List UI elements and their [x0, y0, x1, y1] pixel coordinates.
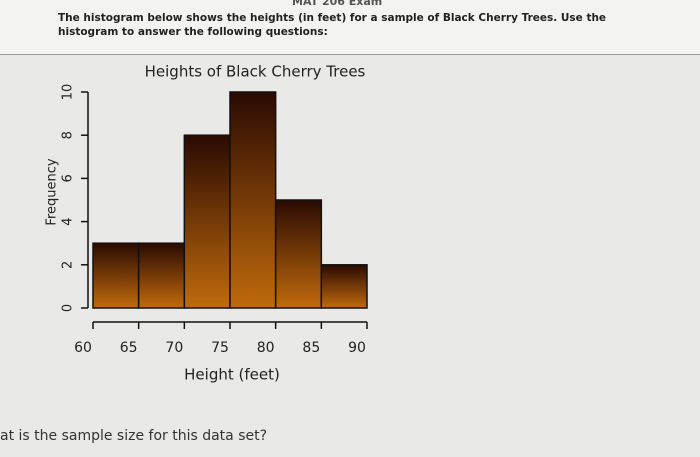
y-tick-label: 8	[61, 131, 76, 139]
bar	[92, 242, 140, 309]
y-tick-label: 4	[61, 217, 76, 225]
x-axis-label: Height (feet)	[184, 366, 280, 384]
header: MAT 206 Exam The histogram below shows t…	[0, 0, 700, 55]
x-tick-label: 90	[348, 340, 366, 356]
bar	[274, 199, 323, 309]
x-tick-label: 85	[302, 340, 320, 356]
x-tick-label: 60	[74, 340, 92, 356]
x-tick-label: 65	[120, 340, 138, 356]
bar	[137, 242, 186, 309]
y-tick-label: 10	[61, 84, 76, 101]
y-tick-label: 6	[61, 174, 76, 182]
exam-title: MAT 206 Exam	[292, 0, 383, 8]
question: at is the sample size for this data set?	[0, 428, 268, 444]
x-tick-label: 70	[165, 340, 183, 356]
y-tick-label: 0	[61, 304, 76, 312]
x-tick-label: 75	[211, 340, 229, 356]
chart-title: Heights of Black Cherry Trees	[145, 63, 366, 81]
x-tick-label: 80	[257, 340, 275, 356]
bar	[229, 91, 277, 309]
bar	[320, 264, 368, 309]
y-tick-label: 2	[61, 261, 76, 269]
instructions: The histogram below shows the heights (i…	[58, 12, 607, 38]
chart: Heights of Black Cherry Trees Height (fe…	[45, 63, 368, 384]
y-axis-label: Frequency	[45, 158, 60, 225]
bar	[183, 134, 231, 309]
